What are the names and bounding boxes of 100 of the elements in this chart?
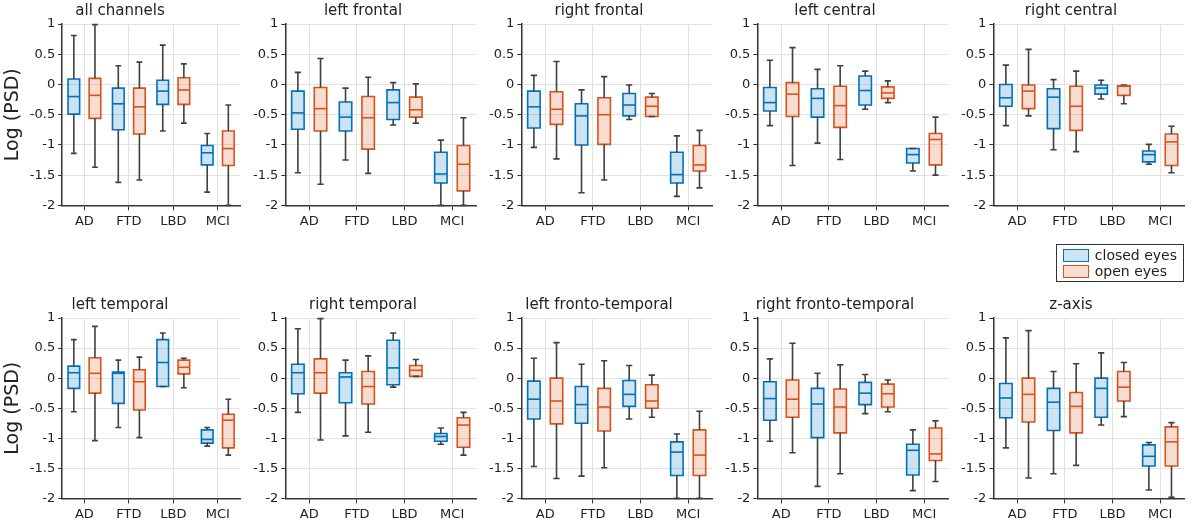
y-tick-label: -2 bbox=[42, 196, 56, 212]
y-tick-label: 0 bbox=[46, 369, 56, 385]
y-tick-label: 0.5 bbox=[257, 339, 279, 355]
x-tick-label: MCI bbox=[440, 505, 465, 521]
y-tick-label: -2 bbox=[42, 489, 56, 505]
x-tick-label: LBD bbox=[863, 212, 890, 228]
x-tick-label: AD bbox=[74, 505, 94, 521]
x-tick-label: AD bbox=[771, 212, 791, 228]
x-tick-label: FTD bbox=[1052, 505, 1078, 521]
y-tick-label: -0.5 bbox=[488, 399, 515, 415]
legend-label: closed eyes bbox=[1094, 247, 1177, 263]
x-tick-label: AD bbox=[535, 212, 555, 228]
x-tick-label: FTD bbox=[344, 212, 370, 228]
x-tick-label: FTD bbox=[116, 505, 142, 521]
y-tick-label: 0 bbox=[506, 369, 515, 385]
y-tick-label: -0.5 bbox=[29, 399, 56, 415]
y-tick-label: -1.5 bbox=[724, 166, 751, 182]
x-tick-label: LBD bbox=[627, 212, 654, 228]
y-tick-label: -2 bbox=[265, 196, 279, 212]
y-tick-label: -2 bbox=[265, 489, 279, 505]
y-tick-label: 0.5 bbox=[34, 339, 56, 355]
y-tick-label: 0 bbox=[506, 75, 515, 91]
x-tick-label: MCI bbox=[676, 505, 701, 521]
y-tick-label: 0 bbox=[978, 75, 987, 91]
x-tick-label: MCI bbox=[1148, 212, 1173, 228]
y-tick-label: 1 bbox=[46, 15, 56, 31]
y-tick-label: -1 bbox=[501, 429, 515, 445]
x-tick-label: FTD bbox=[816, 505, 842, 521]
y-tick-label: -1 bbox=[973, 136, 987, 152]
y-tick-label: -1 bbox=[501, 136, 515, 152]
y-tick-label: -1.5 bbox=[960, 459, 987, 475]
y-tick-label: -0.5 bbox=[960, 399, 987, 415]
y-tick-label: 1 bbox=[270, 15, 279, 31]
chart-title: right frontal bbox=[554, 0, 644, 19]
y-tick-label: 1 bbox=[742, 15, 751, 31]
chart-title: left frontal bbox=[323, 0, 403, 19]
x-tick-label: LBD bbox=[627, 505, 654, 521]
y-tick-label: -1.5 bbox=[252, 459, 279, 475]
x-tick-label: AD bbox=[771, 505, 791, 521]
y-tick-label: 1 bbox=[742, 309, 751, 325]
x-tick-label: AD bbox=[74, 212, 94, 228]
y-tick-label: -0.5 bbox=[724, 399, 751, 415]
y-axis-title: Log (PSD) bbox=[0, 68, 23, 162]
y-tick-label: -1.5 bbox=[488, 166, 515, 182]
y-tick-label: -1 bbox=[42, 136, 56, 152]
legend-label: open eyes bbox=[1094, 263, 1167, 279]
x-tick-label: LBD bbox=[1099, 212, 1126, 228]
y-tick-label: -1 bbox=[737, 136, 751, 152]
y-tick-label: 0.5 bbox=[965, 339, 987, 355]
chart-title: right temporal bbox=[309, 294, 417, 313]
y-tick-label: 0 bbox=[270, 369, 279, 385]
y-tick-label: -0.5 bbox=[252, 106, 279, 122]
y-tick-label: 1 bbox=[978, 309, 987, 325]
x-tick-label: AD bbox=[299, 505, 319, 521]
x-tick-label: LBD bbox=[863, 505, 890, 521]
y-tick-label: -0.5 bbox=[960, 106, 987, 122]
x-tick-label: LBD bbox=[160, 505, 187, 521]
y-tick-label: 0.5 bbox=[493, 45, 515, 61]
y-tick-label: -1 bbox=[42, 429, 56, 445]
x-tick-label: FTD bbox=[1052, 212, 1078, 228]
x-tick-label: FTD bbox=[344, 505, 370, 521]
x-tick-label: MCI bbox=[205, 505, 230, 521]
y-tick-label: -2 bbox=[973, 489, 987, 505]
y-tick-label: -0.5 bbox=[29, 106, 56, 122]
y-tick-label: -1 bbox=[737, 429, 751, 445]
chart-title: z-axis bbox=[1049, 294, 1093, 313]
y-tick-label: 0 bbox=[46, 75, 56, 91]
y-tick-label: 0.5 bbox=[965, 45, 987, 61]
chart-title: left temporal bbox=[71, 294, 169, 313]
y-tick-label: -2 bbox=[501, 196, 515, 212]
y-tick-label: -2 bbox=[501, 489, 515, 505]
x-tick-label: MCI bbox=[205, 212, 230, 228]
y-tick-label: 0.5 bbox=[257, 45, 279, 61]
x-tick-label: AD bbox=[535, 505, 555, 521]
x-tick-label: LBD bbox=[391, 212, 418, 228]
y-tick-label: 1 bbox=[506, 309, 515, 325]
x-tick-label: MCI bbox=[912, 505, 937, 521]
y-tick-label: -1.5 bbox=[724, 459, 751, 475]
x-tick-label: AD bbox=[1007, 212, 1027, 228]
chart-title: left fronto-temporal bbox=[525, 294, 673, 313]
x-tick-label: MCI bbox=[1148, 505, 1173, 521]
x-tick-label: LBD bbox=[160, 212, 187, 228]
y-tick-label: 0 bbox=[978, 369, 987, 385]
y-axis-title: Log (PSD) bbox=[0, 361, 23, 455]
y-tick-label: -1.5 bbox=[960, 166, 987, 182]
x-tick-label: MCI bbox=[676, 212, 701, 228]
chart-title: left central bbox=[794, 0, 876, 19]
y-tick-label: -1 bbox=[265, 429, 279, 445]
y-tick-label: 0.5 bbox=[729, 339, 751, 355]
y-tick-label: -2 bbox=[973, 196, 987, 212]
y-tick-label: 0 bbox=[742, 369, 751, 385]
y-tick-label: -0.5 bbox=[488, 106, 515, 122]
y-tick-label: -1.5 bbox=[488, 459, 515, 475]
x-tick-label: FTD bbox=[580, 212, 606, 228]
x-tick-label: FTD bbox=[816, 212, 842, 228]
y-tick-label: -1.5 bbox=[29, 459, 56, 475]
chart-title: all channels bbox=[75, 0, 165, 19]
y-tick-label: -1 bbox=[973, 429, 987, 445]
chart-title: right central bbox=[1024, 0, 1118, 19]
y-tick-label: 0.5 bbox=[34, 45, 56, 61]
